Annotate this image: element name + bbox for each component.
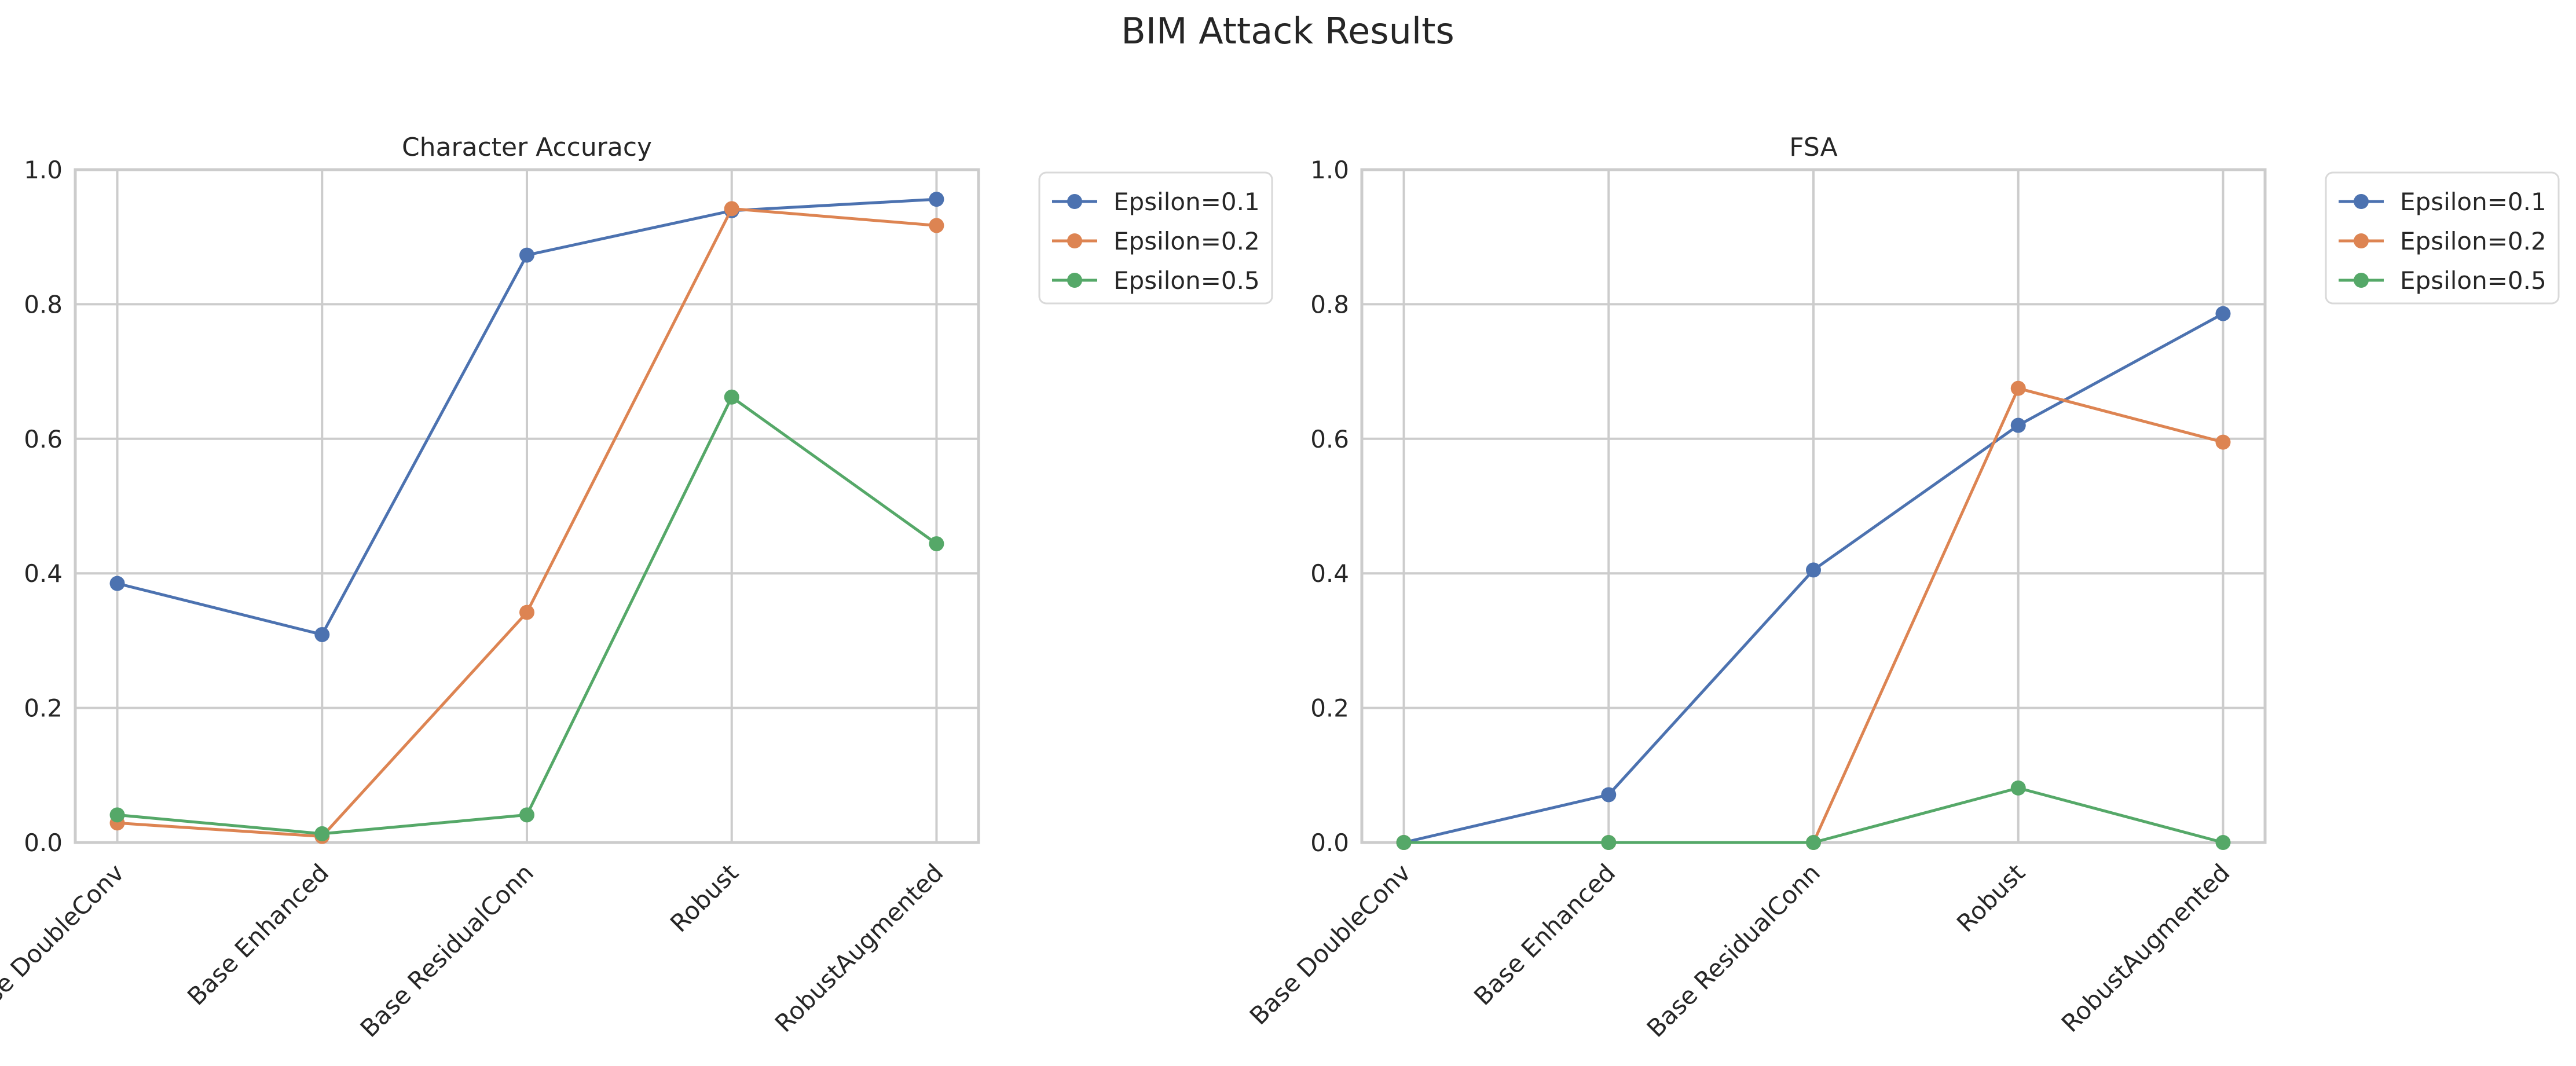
data-point	[314, 627, 330, 642]
y-tick-label: 0.4	[24, 559, 63, 588]
legend-label: Epsilon=0.2	[1113, 227, 1260, 255]
legend: Epsilon=0.1 Epsilon=0.2 Epsilon=0.5	[2325, 171, 2560, 305]
chart-title: FSA	[1789, 133, 1837, 162]
data-point	[724, 201, 739, 217]
y-tick-label: 0.8	[1310, 290, 1349, 318]
data-point	[2215, 835, 2231, 850]
data-point	[1601, 787, 1617, 803]
legend-marker	[1067, 233, 1082, 248]
data-point	[929, 192, 944, 207]
data-point	[929, 536, 944, 552]
data-point	[1601, 835, 1617, 850]
legend-marker	[2354, 233, 2369, 248]
data-point	[2215, 306, 2231, 321]
data-point	[1806, 835, 1821, 850]
legend-marker	[1067, 273, 1082, 288]
data-point	[1396, 835, 1412, 850]
legend-box	[2325, 171, 2560, 305]
legend-marker	[1067, 194, 1082, 209]
y-tick-label: 1.0	[1310, 156, 1349, 184]
data-point	[519, 605, 534, 620]
chart-title: Character Accuracy	[402, 133, 652, 162]
data-point	[724, 389, 739, 405]
figure-title: BIM Attack Results	[1121, 10, 1454, 52]
data-point	[929, 218, 944, 233]
legend: Epsilon=0.1 Epsilon=0.2 Epsilon=0.5	[1038, 171, 1273, 305]
legend-label: Epsilon=0.5	[2400, 266, 2546, 295]
legend-label: Epsilon=0.1	[1113, 188, 1260, 216]
data-point	[314, 826, 330, 841]
legend-label: Epsilon=0.5	[1113, 266, 1260, 295]
y-tick-label: 0.6	[24, 425, 63, 453]
data-point	[519, 807, 534, 823]
y-tick-label: 0.2	[1310, 694, 1349, 723]
legend-marker	[2354, 194, 2369, 209]
axes-frame	[74, 168, 980, 844]
y-tick-label: 1.0	[24, 156, 63, 184]
y-tick-label: 0.8	[24, 290, 63, 318]
y-tick-label: 0.2	[24, 694, 63, 723]
data-point	[1806, 562, 1821, 578]
legend-label: Epsilon=0.1	[2400, 188, 2546, 216]
data-point	[2215, 434, 2231, 450]
legend-label: Epsilon=0.2	[2400, 227, 2546, 255]
data-point	[109, 576, 125, 591]
y-tick-label: 0.0	[1310, 829, 1349, 857]
y-tick-label: 0.6	[1310, 425, 1349, 453]
data-point	[109, 807, 125, 823]
legend-marker	[2354, 273, 2369, 288]
data-point	[2010, 780, 2026, 796]
y-tick-label: 0.4	[1310, 559, 1349, 588]
y-tick-label: 0.0	[24, 829, 63, 857]
legend-box	[1038, 171, 1273, 305]
data-point	[2010, 417, 2026, 433]
data-point	[2010, 380, 2026, 396]
data-point	[519, 247, 534, 263]
